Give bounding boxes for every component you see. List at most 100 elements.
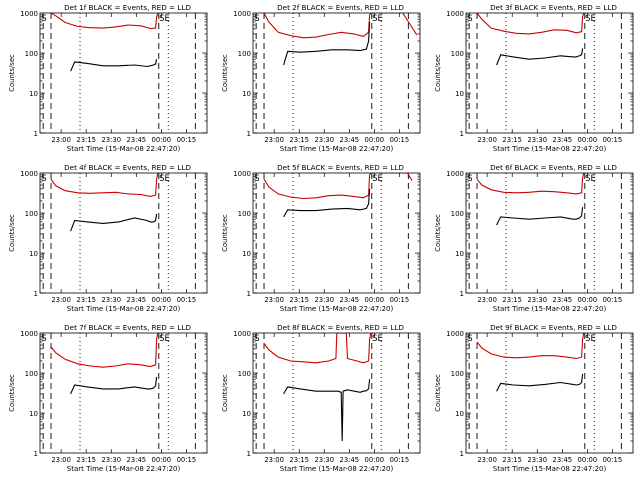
series-group	[50, 333, 159, 395]
y-tick-label: 10	[242, 410, 251, 418]
x-tick-label: 00:15	[177, 136, 197, 144]
y-tick-label: 1	[247, 130, 251, 138]
y-tick-label: 10	[242, 250, 251, 258]
y-tick-label: 100	[451, 210, 464, 218]
chart-panel-1: Det 1f BLACK = Events, RED = LLD 1 10 100 10…	[8, 3, 208, 153]
x-tick-label: 00:00	[578, 296, 598, 304]
x-tick-label: 00:15	[603, 456, 623, 464]
chart-title: Det 5f BLACK = Events, RED = LLD	[277, 163, 404, 172]
x-tick-label: 00:15	[603, 296, 623, 304]
series-group	[476, 333, 585, 392]
y-tick-label: 100	[451, 50, 464, 58]
y-tick-label: 1	[247, 290, 251, 298]
marker-se: SE	[159, 174, 170, 184]
series-group	[476, 13, 585, 66]
x-tick-label: 23:45	[127, 296, 147, 304]
x-tick-label: 23:30	[527, 456, 547, 464]
chart-panel-3: Det 3f BLACK = Events, RED = LLD 1 10 100 10…	[434, 3, 634, 153]
series-line-events	[496, 373, 584, 392]
x-axis-label: Start Time (15-Mar-08 22:47:20)	[67, 465, 181, 473]
marker-s: S	[41, 334, 46, 344]
marker-se: SE	[585, 174, 596, 184]
x-tick-label: 23:30	[314, 136, 334, 144]
x-tick-label: 00:15	[177, 456, 197, 464]
y-axis-label: Counts/sec	[434, 374, 442, 412]
chart-panel-5: Det 5f BLACK = Events, RED = LLD 1 10 100 10…	[221, 163, 421, 313]
series-line-lld	[263, 173, 413, 200]
y-tick-label: 100	[25, 210, 38, 218]
x-tick-label: 23:00	[264, 136, 284, 144]
y-tick-label: 1	[460, 290, 464, 298]
y-tick-label: 10	[29, 90, 38, 98]
x-axis-label: Start Time (15-Mar-08 22:47:20)	[493, 305, 607, 313]
y-tick-label: 1000	[446, 330, 464, 338]
x-axis-label: Start Time (15-Mar-08 22:47:20)	[280, 145, 394, 153]
x-tick-label: 23:45	[553, 136, 573, 144]
plot-frame	[252, 332, 421, 454]
chart-title: Det 9f BLACK = Events, RED = LLD	[490, 323, 617, 332]
x-tick-label: 23:15	[289, 136, 309, 144]
chart-title: Det 6f BLACK = Events, RED = LLD	[490, 163, 617, 172]
plot-frame	[252, 172, 421, 294]
marker-se: SE	[585, 334, 596, 344]
y-tick-label: 1	[34, 130, 38, 138]
x-axis-label: Start Time (15-Mar-08 22:47:20)	[280, 465, 394, 473]
series-line-events	[283, 188, 371, 218]
y-tick-label: 10	[455, 410, 464, 418]
chart-panel-2: Det 2f BLACK = Events, RED = LLD 1 10 100 10…	[221, 3, 421, 153]
series-group	[50, 173, 159, 232]
series-group	[263, 173, 413, 218]
series-line-events	[496, 207, 584, 226]
series-group	[476, 173, 585, 226]
chart-panel-9: Det 9f BLACK = Events, RED = LLD 1 10 100 10…	[434, 323, 634, 473]
y-axis-label: Counts/sec	[221, 54, 229, 92]
series-line-lld	[476, 333, 585, 360]
y-tick-label: 10	[455, 90, 464, 98]
x-tick-label: 23:00	[264, 456, 284, 464]
y-tick-label: 1	[460, 450, 464, 458]
series-line-events	[70, 213, 158, 232]
x-tick-label: 23:00	[477, 456, 497, 464]
x-tick-label: 00:00	[365, 136, 385, 144]
series-line-lld	[476, 173, 585, 195]
x-tick-label: 00:00	[578, 136, 598, 144]
y-tick-label: 10	[29, 250, 38, 258]
y-tick-label: 1000	[233, 10, 251, 18]
marker-s: S	[467, 174, 472, 184]
series-line-lld	[476, 13, 585, 35]
chart-title: Det 7f BLACK = Events, RED = LLD	[64, 323, 191, 332]
chart-title: Det 8f BLACK = Events, RED = LLD	[277, 323, 404, 332]
x-tick-label: 23:45	[127, 456, 147, 464]
x-tick-label: 23:00	[51, 136, 71, 144]
series-line-events	[283, 379, 371, 442]
y-tick-label: 100	[451, 370, 464, 378]
x-tick-label: 23:30	[314, 456, 334, 464]
series-line-events	[283, 21, 371, 66]
marker-se: SE	[372, 334, 383, 344]
y-tick-label: 1000	[233, 330, 251, 338]
y-tick-label: 100	[25, 50, 38, 58]
marker-s: S	[41, 14, 46, 24]
chart-title: Det 3f BLACK = Events, RED = LLD	[490, 3, 617, 12]
y-axis-label: Counts/sec	[221, 214, 229, 252]
x-tick-label: 23:15	[76, 456, 96, 464]
marker-s: S	[41, 174, 46, 184]
marker-s: S	[254, 14, 259, 24]
x-tick-label: 23:15	[502, 456, 522, 464]
series-group	[50, 13, 159, 72]
y-tick-label: 1	[34, 290, 38, 298]
y-axis-label: Counts/sec	[221, 374, 229, 412]
chart-title: Det 4f BLACK = Events, RED = LLD	[64, 163, 191, 172]
x-tick-label: 23:00	[51, 296, 71, 304]
x-tick-label: 23:30	[101, 136, 121, 144]
x-tick-label: 00:00	[365, 456, 385, 464]
chart-panel-8: Det 8f BLACK = Events, RED = LLD 1 10 100 10…	[221, 323, 421, 473]
x-tick-label: 23:45	[553, 296, 573, 304]
marker-s: S	[254, 334, 259, 344]
x-tick-label: 23:30	[527, 136, 547, 144]
y-tick-label: 1000	[446, 170, 464, 178]
marker-s: S	[254, 174, 259, 184]
x-tick-label: 23:00	[477, 296, 497, 304]
x-tick-label: 23:00	[477, 136, 497, 144]
